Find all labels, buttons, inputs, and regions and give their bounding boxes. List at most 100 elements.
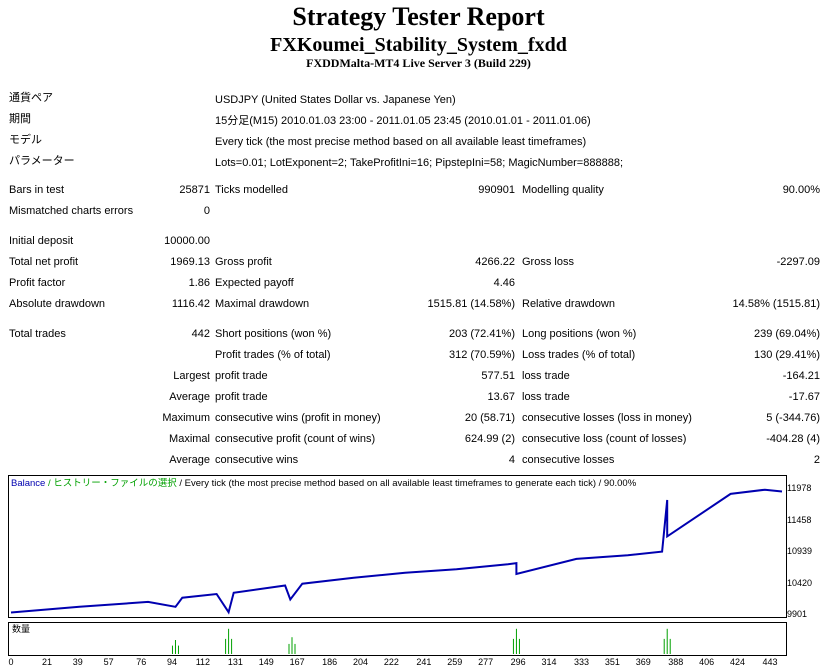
maximal-drawdown-value: 1515.81 (14.58%) bbox=[427, 298, 515, 310]
x-tick-label: 21 bbox=[41, 657, 52, 667]
chart-caption: Balance / ヒストリー・ファイルの選択 / Every tick (th… bbox=[11, 478, 637, 490]
x-tick-label: 112 bbox=[195, 657, 211, 667]
volume-plot bbox=[171, 628, 671, 654]
x-tick-label: 57 bbox=[103, 657, 114, 667]
gross-loss-value: -2297.09 bbox=[776, 256, 820, 268]
short-positions-label: Short positions (won %) bbox=[215, 328, 332, 340]
average-loss-label: loss trade bbox=[522, 391, 570, 403]
average-loss-value: -17.67 bbox=[788, 391, 820, 403]
gross-loss-label: Gross loss bbox=[522, 256, 574, 268]
loss-trades-value: 130 (29.41%) bbox=[753, 349, 820, 361]
expected-payoff-label: Expected payoff bbox=[215, 277, 294, 289]
legend-model: / Every tick (the most precise method ba… bbox=[176, 478, 637, 489]
x-tick-label: 369 bbox=[635, 657, 651, 667]
x-tick-label: 131 bbox=[227, 657, 243, 667]
x-tick-label: 204 bbox=[353, 657, 369, 667]
x-tick-label: 351 bbox=[604, 657, 620, 667]
profit-factor-label: Profit factor bbox=[9, 277, 66, 289]
bars-value: 25871 bbox=[179, 184, 210, 196]
short-positions-value: 203 (72.41%) bbox=[448, 328, 515, 340]
mismatch-value: 0 bbox=[203, 205, 210, 217]
x-tick-label: 0 bbox=[8, 657, 14, 667]
largest-profit-label: profit trade bbox=[215, 370, 268, 382]
x-tick-label: 406 bbox=[699, 657, 715, 667]
long-positions-value: 239 (69.04%) bbox=[753, 328, 820, 340]
setting-value-parameters: Lots=0.01; LotExponent=2; TakeProfitIni=… bbox=[215, 157, 623, 169]
balance-chart: Balance / ヒストリー・ファイルの選択 / Every tick (th… bbox=[8, 475, 787, 618]
average-consecutive-label: Average bbox=[169, 454, 210, 466]
average-profit-value: 13.67 bbox=[487, 391, 515, 403]
deposit-value: 10000.00 bbox=[164, 235, 210, 247]
balance-chart-plot bbox=[10, 488, 783, 615]
server-name: FXDDMalta-MT4 Live Server 3 (Build 229) bbox=[306, 56, 531, 70]
legend-balance: Balance bbox=[11, 478, 46, 489]
y-tick-label: 10420 bbox=[787, 577, 813, 588]
expected-payoff-value: 4.46 bbox=[493, 277, 515, 289]
gross-profit-value: 4266.22 bbox=[475, 256, 515, 268]
maximum-label: Maximum bbox=[162, 412, 210, 424]
largest-loss-label: loss trade bbox=[522, 370, 570, 382]
net-profit-label: Total net profit bbox=[9, 256, 79, 268]
x-tick-label: 314 bbox=[541, 657, 557, 667]
x-tick-label: 424 bbox=[729, 657, 745, 667]
x-tick-label: 259 bbox=[447, 657, 463, 667]
x-tick-label: 333 bbox=[574, 657, 590, 667]
x-tick-label: 222 bbox=[383, 657, 399, 667]
x-tick-label: 76 bbox=[136, 657, 147, 667]
avg-consecutive-losses-value: 2 bbox=[813, 454, 820, 466]
relative-drawdown-label: Relative drawdown bbox=[522, 298, 615, 310]
quality-value: 90.00% bbox=[782, 184, 820, 196]
x-tick-label: 277 bbox=[478, 657, 494, 667]
largest-loss-value: -164.21 bbox=[782, 370, 820, 382]
legend-history: / ヒストリー・ファイルの選択 bbox=[45, 478, 177, 489]
average-label: Average bbox=[169, 391, 210, 403]
max-consecutive-profit-label: consecutive profit (count of wins) bbox=[215, 433, 376, 445]
profit-trades-value: 312 (70.59%) bbox=[448, 349, 515, 361]
max-consecutive-loss-value: -404.28 (4) bbox=[766, 433, 820, 445]
volume-chart: 数量 bbox=[8, 622, 787, 656]
max-consecutive-wins-label: consecutive wins (profit in money) bbox=[215, 412, 381, 424]
max-consecutive-loss-label: consecutive loss (count of losses) bbox=[522, 433, 687, 445]
long-positions-label: Long positions (won %) bbox=[522, 328, 637, 340]
largest-profit-value: 577.51 bbox=[481, 370, 515, 382]
x-tick-label: 296 bbox=[510, 657, 526, 667]
setting-value-model: Every tick (the most precise method base… bbox=[215, 136, 587, 148]
profit-factor-value: 1.86 bbox=[188, 277, 210, 289]
max-consecutive-losses-label: consecutive losses (loss in money) bbox=[522, 412, 692, 424]
avg-consecutive-losses-label: consecutive losses bbox=[522, 454, 615, 466]
setting-label-model: モデル bbox=[9, 134, 42, 146]
x-tick-label: 94 bbox=[167, 657, 178, 667]
x-tick-label: 186 bbox=[322, 657, 338, 667]
x-tick-label: 388 bbox=[668, 657, 684, 667]
largest-label: Largest bbox=[173, 370, 210, 382]
max-consecutive-losses-value: 5 (-344.76) bbox=[766, 412, 820, 424]
x-tick-label: 149 bbox=[258, 657, 274, 667]
balance-line bbox=[10, 488, 783, 615]
y-tick-label: 11458 bbox=[787, 514, 812, 525]
profit-trades-label: Profit trades (% of total) bbox=[215, 349, 331, 361]
setting-value-symbol: USDJPY (United States Dollar vs. Japanes… bbox=[215, 94, 456, 106]
setting-label-period: 期間 bbox=[9, 113, 31, 125]
y-tick-label: 9901 bbox=[787, 609, 808, 619]
maximal-label: Maximal bbox=[169, 433, 210, 445]
x-tick-label: 167 bbox=[289, 657, 305, 667]
loss-trades-label: Loss trades (% of total) bbox=[522, 349, 636, 361]
report-title: Strategy Tester Report bbox=[292, 2, 545, 31]
total-trades-value: 442 bbox=[191, 328, 210, 340]
x-tick-label: 443 bbox=[762, 657, 778, 667]
setting-label-parameters: パラメーター bbox=[9, 155, 75, 167]
bars-label: Bars in test bbox=[9, 184, 65, 196]
ticks-value: 990901 bbox=[478, 184, 515, 196]
gross-profit-label: Gross profit bbox=[215, 256, 272, 268]
x-tick-label: 39 bbox=[72, 657, 83, 667]
quality-label: Modelling quality bbox=[522, 184, 604, 196]
net-profit-value: 1969.13 bbox=[170, 256, 210, 268]
y-tick-label: 10939 bbox=[787, 546, 813, 557]
mismatch-label: Mismatched charts errors bbox=[9, 205, 134, 217]
max-consecutive-wins-value: 20 (58.71) bbox=[464, 412, 515, 424]
volume-label: 数量 bbox=[12, 624, 31, 634]
absolute-drawdown-value: 1116.42 bbox=[171, 298, 210, 310]
maximal-drawdown-label: Maximal drawdown bbox=[215, 298, 310, 310]
absolute-drawdown-label: Absolute drawdown bbox=[9, 298, 106, 310]
avg-consecutive-wins-value: 4 bbox=[508, 454, 515, 466]
